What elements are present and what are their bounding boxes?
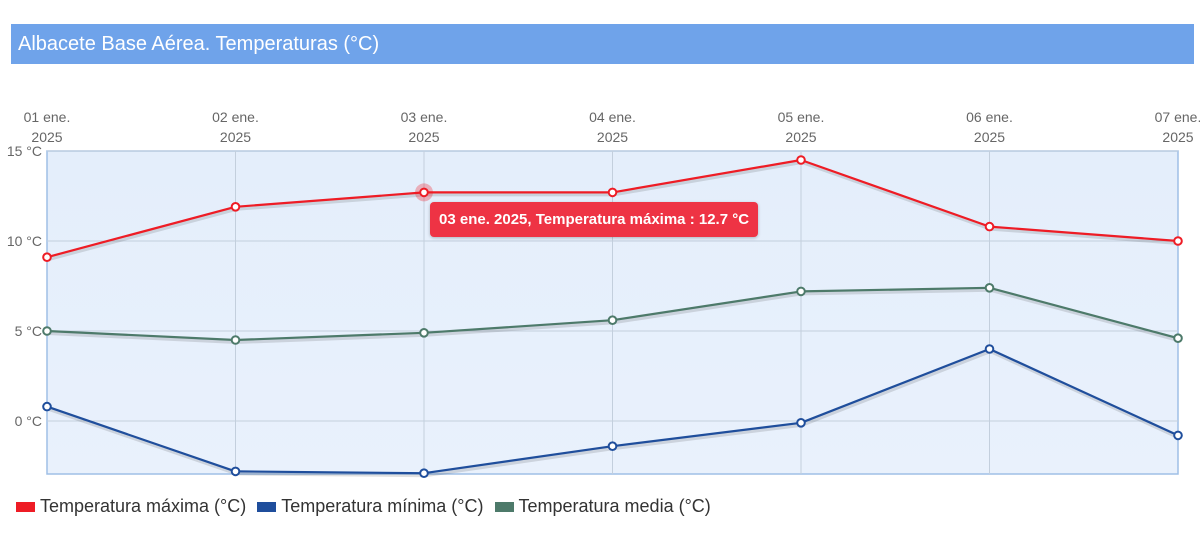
x-tick-label-year: 2025 bbox=[597, 129, 628, 145]
y-tick-label: 5 °C bbox=[15, 323, 42, 339]
data-point bbox=[419, 468, 429, 479]
data-point bbox=[1173, 236, 1183, 246]
data-point bbox=[42, 326, 52, 336]
x-tick-label-year: 2025 bbox=[31, 129, 62, 145]
data-point bbox=[796, 155, 806, 165]
data-point bbox=[796, 286, 806, 297]
data-point bbox=[607, 315, 618, 326]
legend: Temperatura máxima (°C) Temperatura mínim… bbox=[16, 496, 722, 517]
data-point bbox=[42, 401, 52, 412]
legend-label: Temperatura media (°C) bbox=[518, 496, 711, 516]
x-tick-label-year: 2025 bbox=[974, 129, 1005, 145]
y-tick-label: 0 °C bbox=[15, 413, 42, 429]
legend-item[interactable]: Temperatura máxima (°C) bbox=[16, 496, 246, 517]
y-tick-label: 15 °C bbox=[7, 143, 42, 159]
x-tick-label-year: 2025 bbox=[220, 129, 251, 145]
y-tick-label: 10 °C bbox=[7, 233, 42, 249]
data-point bbox=[230, 202, 241, 212]
x-tick-label: 05 ene. bbox=[778, 109, 825, 125]
chart-title: Albacete Base Aérea. Temperaturas (°C) bbox=[11, 24, 1194, 64]
legend-item[interactable]: Temperatura mínima (°C) bbox=[257, 496, 484, 517]
data-point bbox=[230, 335, 241, 345]
legend-label: Temperatura máxima (°C) bbox=[40, 496, 247, 516]
data-point bbox=[984, 221, 995, 232]
legend-swatch bbox=[16, 501, 35, 512]
x-tick-label: 01 ene. bbox=[24, 109, 71, 125]
tooltip: 03 ene. 2025, Temperatura máxima : 12.7 … bbox=[430, 202, 759, 237]
legend-item[interactable]: Temperatura media (°C) bbox=[494, 496, 711, 517]
data-point bbox=[1173, 333, 1183, 344]
x-tick-label-year: 2025 bbox=[785, 129, 816, 145]
legend-label: Temperatura mínima (°C) bbox=[281, 496, 484, 516]
data-point bbox=[607, 187, 618, 198]
x-tick-label: 03 ene. bbox=[401, 109, 448, 125]
data-point bbox=[796, 418, 806, 428]
data-point bbox=[419, 328, 429, 338]
data-point bbox=[984, 344, 995, 354]
x-tick-label: 02 ene. bbox=[212, 109, 259, 125]
x-tick-label-year: 2025 bbox=[1162, 129, 1193, 145]
data-point bbox=[1173, 430, 1183, 441]
x-tick-label: 07 ene. bbox=[1155, 109, 1200, 125]
x-tick-label-year: 2025 bbox=[408, 129, 439, 145]
data-point bbox=[607, 441, 618, 452]
data-point bbox=[419, 187, 429, 198]
x-tick-label: 06 ene. bbox=[966, 109, 1013, 125]
data-point bbox=[230, 466, 241, 477]
data-point bbox=[42, 252, 52, 263]
x-tick-label: 04 ene. bbox=[589, 109, 636, 125]
data-point bbox=[984, 283, 995, 293]
legend-swatch bbox=[494, 501, 514, 512]
legend-swatch bbox=[257, 501, 277, 512]
